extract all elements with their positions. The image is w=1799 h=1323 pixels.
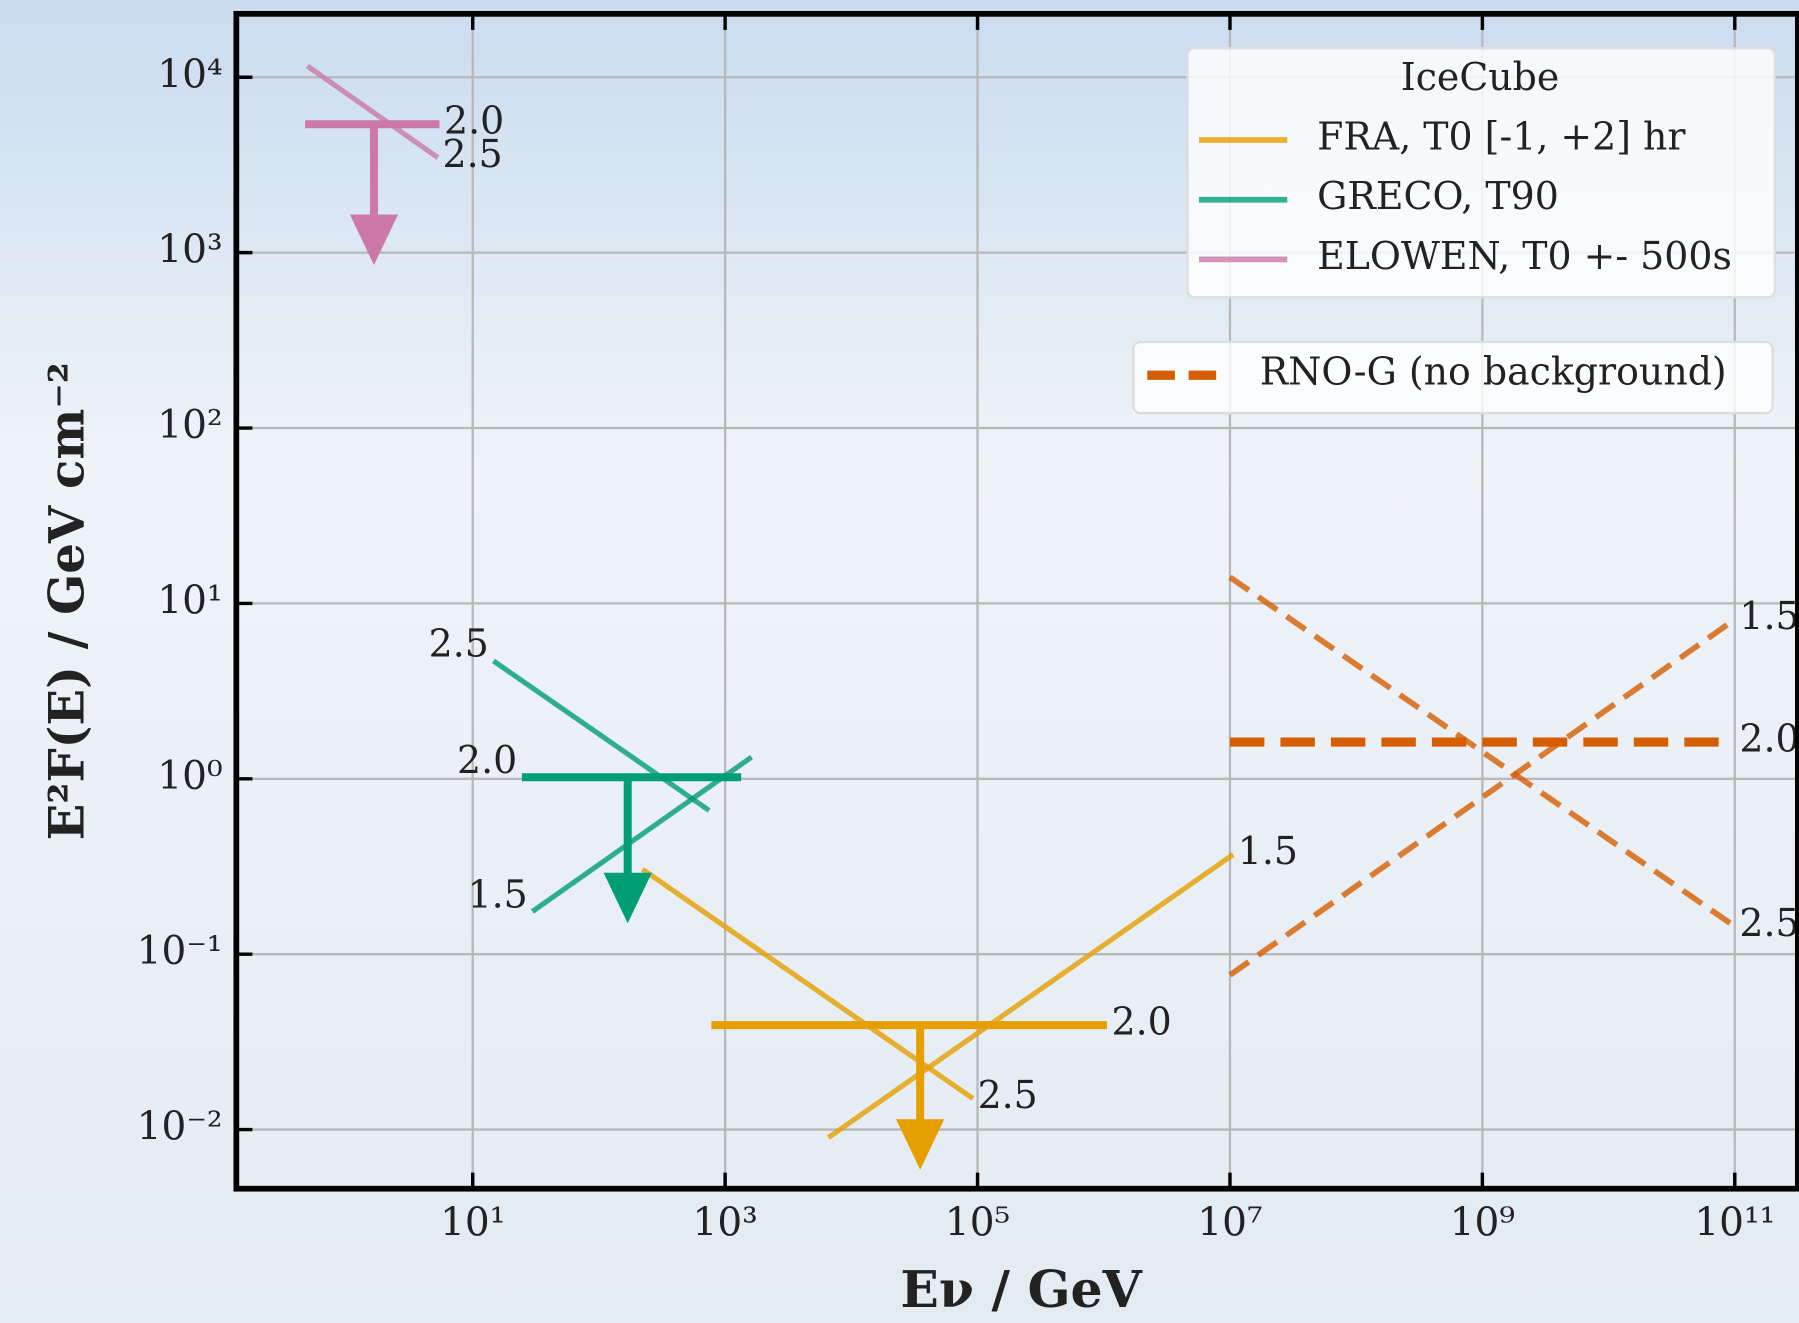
legend-title: IceCube [1401,55,1560,99]
y-tick-label: 10⁻¹ [137,929,223,974]
y-tick-label: 10⁻² [137,1105,223,1150]
axes-frame [233,10,1799,1192]
limit-line [826,852,1235,1140]
index-label: 2.5 [443,132,503,176]
upper-limit-arrowhead [349,214,399,266]
limit-line [305,63,440,160]
limit-line [530,754,754,914]
grid [236,13,1798,1189]
legend-box [1132,340,1774,415]
x-tick-label: 10⁹ [1450,1200,1515,1245]
x-tick-label: 10⁵ [945,1200,1010,1245]
x-tick-label: 10¹ [440,1200,505,1245]
index-label: 2.0 [444,99,504,143]
y-tick-label: 10⁰ [157,754,222,799]
y-axis-label: E²F(E) / GeV cm⁻² [40,362,96,840]
index-label: 2.0 [1739,717,1799,761]
y-tick-label: 10⁴ [157,52,222,97]
index-label: 2.5 [429,622,489,666]
legend-box [1186,47,1777,299]
index-label: 2.5 [978,1073,1038,1117]
y-tick-label: 10² [157,403,222,448]
index-label: 2.5 [1739,901,1799,945]
axes: 10¹ 10³ 10⁵ 10⁷ 10⁹ 10¹¹ 10⁻² 10⁻¹ 10⁰ 10¹ 10² 10³ 1… [137,10,1799,1245]
upper-limit-arrowhead [603,872,652,924]
x-axis-label: Eν / GeV [900,1260,1142,1319]
index-label: 1.5 [1238,829,1298,873]
legend: IceCube FRA, T0 [-1, +2] hr GRECO, T90 ELOW… [1132,47,1777,415]
index-label: 1.5 [1739,594,1799,638]
legend-label: GRECO, T90 [1317,174,1559,218]
x-tick-label: 10¹¹ [1694,1200,1775,1245]
legend-label: RNO-G (no background) [1260,350,1727,394]
index-label: 1.5 [468,872,528,916]
legend-label: FRA, T0 [-1, +2] hr [1317,115,1686,159]
index-label: 2.0 [457,738,517,782]
upper-limit-arrowhead [896,1119,945,1170]
limit-line [491,658,711,813]
legend-label: ELOWEN, T0 +- 500s [1317,234,1732,278]
x-tick-label: 10⁷ [1197,1200,1262,1245]
x-tick-label: 10³ [693,1200,758,1245]
index-label: 2.0 [1112,1000,1172,1044]
y-tick-label: 10³ [157,228,222,273]
y-tick-label: 10¹ [157,578,222,623]
plot-area: 2.02.51.52.02.51.52.02.52.02.51.5 [305,63,1799,1170]
